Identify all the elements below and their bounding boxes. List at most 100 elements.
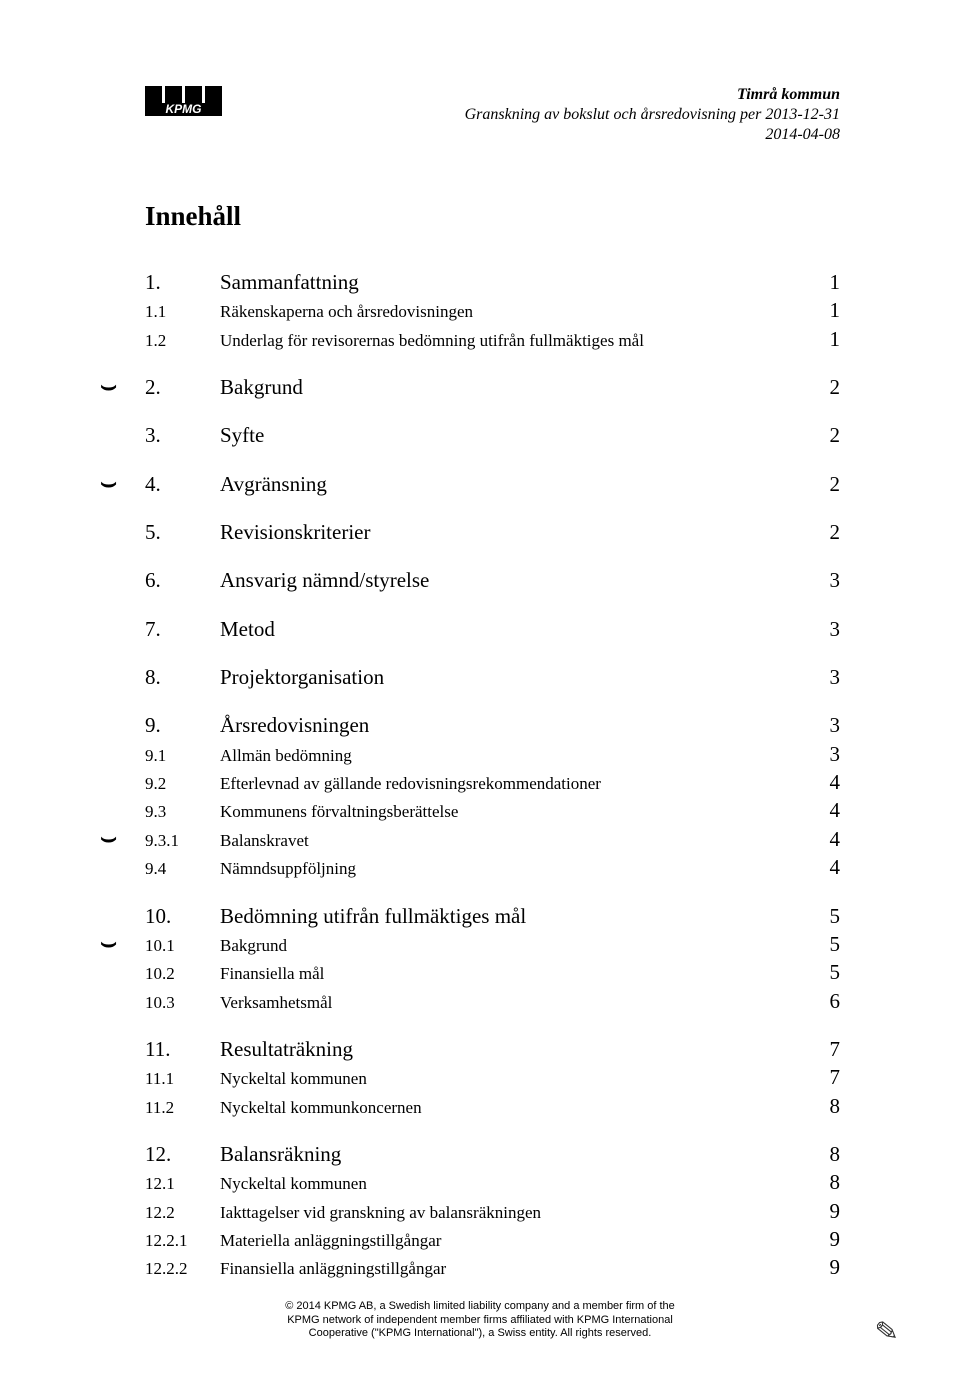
toc-entry-page: 9 — [812, 1197, 840, 1225]
toc-entry-title: Avgränsning — [220, 470, 812, 498]
toc-entry-number: 9.3.1 — [145, 830, 220, 853]
header-client: Timrå kommun — [145, 85, 840, 105]
signature-paraph-icon: ✎ — [873, 1314, 900, 1350]
toc-entry-page: 9 — [812, 1225, 840, 1253]
toc-entry-number: 10.2 — [145, 963, 220, 986]
toc-group: 3.Syfte2 — [145, 421, 840, 449]
toc-entry: 1.2Underlag för revisorernas bedömning u… — [145, 325, 840, 353]
toc-entry-title: Allmän bedömning — [220, 745, 812, 768]
toc-entry-title: Årsredovisningen — [220, 711, 812, 739]
toc-group: 7.Metod3 — [145, 615, 840, 643]
toc-entry-title: Underlag för revisorernas bedömning utif… — [220, 330, 812, 353]
toc-entry-page: 3 — [812, 663, 840, 691]
toc-entry-page: 1 — [812, 268, 840, 296]
toc-entry-title: Nyckeltal kommunen — [220, 1173, 812, 1196]
toc-entry-page: 7 — [812, 1035, 840, 1063]
footer-line: KPMG network of independent member firms… — [0, 1314, 960, 1328]
toc-entry-page: 2 — [812, 421, 840, 449]
toc-entry-page: 6 — [812, 987, 840, 1015]
toc-group: 5.Revisionskriterier2 — [145, 518, 840, 546]
toc-entry: 12.2.2Finansiella anläggningstillgångar9 — [145, 1253, 840, 1281]
toc-group: ⌣2.Bakgrund2 — [145, 373, 840, 401]
toc-group: 6.Ansvarig nämnd/styrelse3 — [145, 566, 840, 594]
toc-entry-number: 2. — [145, 373, 220, 401]
toc-entry: 1.1Räkenskaperna och årsredovisningen1 — [145, 296, 840, 324]
toc-entry-number: 12. — [145, 1140, 220, 1168]
toc-entry-number: 3. — [145, 421, 220, 449]
toc-entry: 8.Projektorganisation3 — [145, 663, 840, 691]
toc-entry-title: Bedömning utifrån fullmäktiges mål — [220, 902, 812, 930]
toc-entry-number: 1. — [145, 268, 220, 296]
toc-entry: ⌣4.Avgränsning2 — [145, 470, 840, 498]
margin-mark-icon: ⌣ — [100, 825, 117, 851]
toc-entry: 11.2Nyckeltal kommunkoncernen8 — [145, 1092, 840, 1120]
toc-entry-page: 2 — [812, 518, 840, 546]
toc-group: 1.Sammanfattning11.1Räkenskaperna och år… — [145, 268, 840, 353]
toc-entry-page: 1 — [812, 325, 840, 353]
toc-entry-page: 9 — [812, 1253, 840, 1281]
toc-entry: 10.2Finansiella mål5 — [145, 958, 840, 986]
toc-entry-number: 9. — [145, 711, 220, 739]
toc-entry: 11.1Nyckeltal kommunen7 — [145, 1063, 840, 1091]
toc-entry-title: Metod — [220, 615, 812, 643]
toc-entry-number: 12.1 — [145, 1173, 220, 1196]
kpmg-logo-text: KPMG — [166, 102, 202, 116]
toc-entry-number: 11. — [145, 1035, 220, 1063]
toc-group: 10.Bedömning utifrån fullmäktiges mål5⌣1… — [145, 902, 840, 1015]
toc-entry: 1.Sammanfattning1 — [145, 268, 840, 296]
toc-entry-title: Syfte — [220, 421, 812, 449]
header-subject: Granskning av bokslut och årsredovisning… — [145, 105, 840, 125]
toc-entry-title: Verksamhetsmål — [220, 992, 812, 1015]
toc-group: ⌣4.Avgränsning2 — [145, 470, 840, 498]
toc-entry-page: 3 — [812, 566, 840, 594]
toc-entry-page: 3 — [812, 615, 840, 643]
toc-entry-title: Nyckeltal kommunen — [220, 1068, 812, 1091]
toc-entry: 12.2.1Materiella anläggningstillgångar9 — [145, 1225, 840, 1253]
toc-group: 8.Projektorganisation3 — [145, 663, 840, 691]
toc-entry-page: 5 — [812, 930, 840, 958]
toc-entry-title: Efterlevnad av gällande redovisningsreko… — [220, 773, 812, 796]
toc-entry-title: Balanskravet — [220, 830, 812, 853]
toc-entry-page: 8 — [812, 1140, 840, 1168]
toc-entry: ⌣2.Bakgrund2 — [145, 373, 840, 401]
margin-mark-icon: ⌣ — [100, 470, 117, 496]
toc-entry-number: 6. — [145, 566, 220, 594]
header-date: 2014-04-08 — [145, 125, 840, 145]
toc-entry-page: 5 — [812, 902, 840, 930]
toc-entry-title: Revisionskriterier — [220, 518, 812, 546]
toc-entry-number: 12.2 — [145, 1202, 220, 1225]
toc-entry-number: 9.2 — [145, 773, 220, 796]
toc-entry-page: 8 — [812, 1168, 840, 1196]
toc-entry-page: 8 — [812, 1092, 840, 1120]
toc-entry: 9.2Efterlevnad av gällande redovisningsr… — [145, 768, 840, 796]
toc-entry-number: 4. — [145, 470, 220, 498]
toc-entry-title: Sammanfattning — [220, 268, 812, 296]
toc-entry-number: 12.2.2 — [145, 1258, 220, 1281]
toc-entry-number: 10. — [145, 902, 220, 930]
toc-entry-page: 2 — [812, 373, 840, 401]
toc-entry-number: 11.2 — [145, 1097, 220, 1120]
toc-entry: 6.Ansvarig nämnd/styrelse3 — [145, 566, 840, 594]
toc-entry-title: Finansiella anläggningstillgångar — [220, 1258, 812, 1281]
toc-entry-number: 9.4 — [145, 858, 220, 881]
toc-entry-title: Räkenskaperna och årsredovisningen — [220, 301, 812, 324]
toc-entry: 10.Bedömning utifrån fullmäktiges mål5 — [145, 902, 840, 930]
copyright-footer: © 2014 KPMG AB, a Swedish limited liabil… — [0, 1300, 960, 1341]
toc-entry: 3.Syfte2 — [145, 421, 840, 449]
toc-entry: 11.Resultaträkning7 — [145, 1035, 840, 1063]
toc-entry-page: 4 — [812, 825, 840, 853]
toc-entry-number: 1.1 — [145, 301, 220, 324]
toc-entry: 9.1Allmän bedömning3 — [145, 740, 840, 768]
toc-entry-title: Nyckeltal kommunkoncernen — [220, 1097, 812, 1120]
toc-group: 9.Årsredovisningen39.1Allmän bedömning39… — [145, 711, 840, 881]
table-of-contents: 1.Sammanfattning11.1Räkenskaperna och år… — [145, 268, 840, 1282]
toc-group: 12.Balansräkning812.1Nyckeltal kommunen8… — [145, 1140, 840, 1282]
toc-entry-number: 10.1 — [145, 935, 220, 958]
toc-entry-number: 9.3 — [145, 801, 220, 824]
toc-entry-title: Bakgrund — [220, 935, 812, 958]
document-page: KPMG Timrå kommun Granskning av bokslut … — [0, 0, 960, 1383]
document-header: Timrå kommun Granskning av bokslut och å… — [145, 85, 840, 145]
toc-entry-page: 2 — [812, 470, 840, 498]
toc-entry-page: 4 — [812, 768, 840, 796]
toc-entry-number: 12.2.1 — [145, 1230, 220, 1253]
